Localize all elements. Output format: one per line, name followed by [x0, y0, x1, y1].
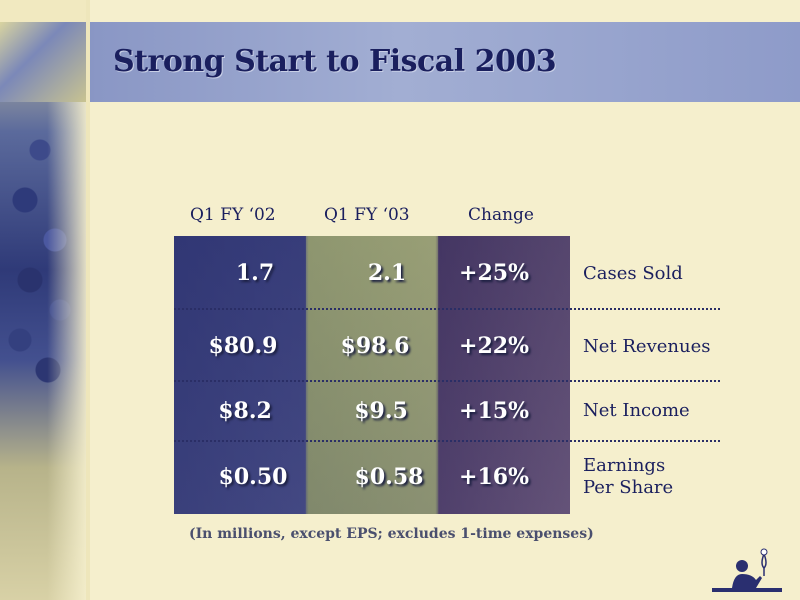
column-header-q1-fy02: Q1 FY ‘02 [190, 205, 276, 225]
title-band-image [0, 22, 86, 102]
cell-revenue-fy02: $80.9 [208, 333, 278, 359]
cell-income-fy02: $8.2 [218, 398, 272, 424]
cell-income-fy03: $9.5 [354, 398, 408, 424]
row-label-eps: Earnings Per Share [583, 455, 674, 498]
cell-eps-fy03: $0.58 [354, 464, 424, 490]
footnote: (In millions, except EPS; excludes 1-tim… [189, 526, 594, 542]
top-strip [0, 0, 86, 22]
cell-revenue-fy03: $98.6 [340, 333, 410, 359]
column-shade-change [438, 236, 570, 514]
cell-cases-change: +25% [459, 260, 529, 286]
column-header-change: Change [468, 205, 534, 225]
row-label-net-revenues: Net Revenues [583, 336, 711, 357]
cell-cases-fy03: 2.1 [367, 260, 407, 286]
row-divider [174, 440, 720, 442]
cell-eps-change: +16% [459, 464, 529, 490]
row-divider [174, 380, 720, 382]
column-shade-fy03 [306, 236, 438, 514]
cell-cases-fy02: 1.7 [235, 260, 275, 286]
title-band [0, 22, 800, 102]
row-divider [174, 308, 720, 310]
column-shade-fy02 [174, 236, 306, 514]
cell-eps-fy02: $0.50 [218, 464, 288, 490]
cell-income-change: +15% [459, 398, 529, 424]
row-label-cases-sold: Cases Sold [583, 263, 683, 284]
cell-revenue-change: +22% [459, 333, 529, 359]
slide-title: Strong Start to Fiscal 2003 [113, 44, 557, 79]
column-header-q1-fy03: Q1 FY ‘03 [324, 205, 410, 225]
vertical-divider [86, 0, 90, 600]
row-label-net-income: Net Income [583, 400, 690, 421]
person-with-wine-glass-logo-icon [712, 548, 782, 592]
